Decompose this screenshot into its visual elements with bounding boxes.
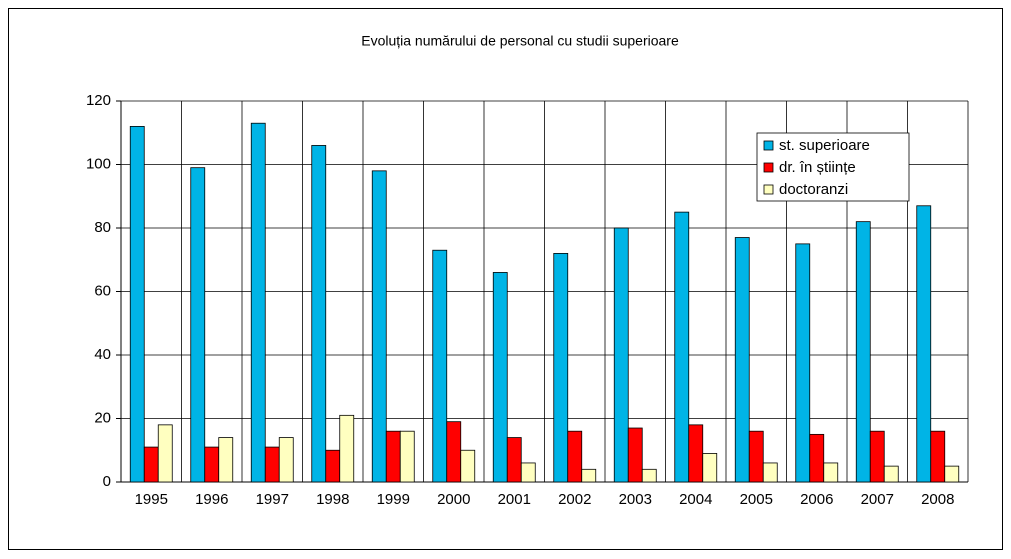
y-tick-label: 80 (94, 219, 111, 236)
chart-title: Evoluția numărului de personal cu studii… (361, 33, 679, 49)
bar (553, 252, 569, 483)
bar (688, 424, 704, 483)
bar (143, 446, 159, 483)
legend-swatch (763, 162, 774, 173)
x-tick-label: 2006 (800, 491, 833, 508)
bar (762, 462, 778, 483)
bar (734, 237, 750, 483)
bar (567, 430, 583, 483)
x-tick-label: 2005 (740, 491, 773, 508)
x-tick-label: 2002 (558, 491, 591, 508)
bar (748, 430, 764, 483)
legend-box (756, 132, 910, 202)
x-tick-label: 1999 (377, 491, 410, 508)
bar (702, 453, 718, 483)
x-tick-label: 1996 (195, 491, 228, 508)
x-tick-label: 2004 (679, 491, 712, 508)
legend-label: dr. în științe (779, 159, 856, 176)
bar (869, 430, 885, 483)
bar (809, 433, 825, 483)
legend-swatch (763, 184, 774, 195)
bar (371, 170, 387, 483)
x-tick-label: 1995 (135, 491, 168, 508)
x-tick-label: 1998 (316, 491, 349, 508)
bar (190, 167, 206, 483)
bar (446, 421, 462, 483)
y-tick-label: 40 (94, 346, 111, 363)
bar (916, 205, 932, 483)
x-tick-label: 2007 (861, 491, 894, 508)
bar (823, 462, 839, 483)
bar (278, 437, 294, 483)
bar (218, 437, 234, 483)
bar (204, 446, 220, 483)
bar (641, 468, 657, 483)
bar (339, 414, 355, 483)
bar (399, 430, 415, 483)
legend-label: st. superioare (779, 137, 870, 154)
bar (432, 249, 448, 483)
bar (613, 227, 629, 483)
bar (581, 468, 597, 483)
bar (795, 243, 811, 483)
x-tick-label: 2000 (437, 491, 470, 508)
x-tick-label: 2008 (921, 491, 954, 508)
x-tick-label: 2001 (498, 491, 531, 508)
y-tick-label: 100 (86, 155, 111, 172)
bar (129, 126, 145, 483)
bar (944, 465, 960, 483)
bar (674, 211, 690, 483)
bar (385, 430, 401, 483)
y-tick-label: 60 (94, 282, 111, 299)
x-tick-label: 2003 (619, 491, 652, 508)
bar (311, 145, 327, 483)
y-tick-label: 20 (94, 409, 111, 426)
bar (157, 424, 173, 483)
bar (520, 462, 536, 483)
bar (250, 122, 266, 483)
x-tick-label: 1997 (256, 491, 289, 508)
y-tick-label: 120 (86, 92, 111, 109)
y-tick-label: 0 (103, 473, 111, 490)
bar (855, 221, 871, 483)
bar (460, 449, 476, 483)
bar (883, 465, 899, 483)
legend-label: doctoranzi (779, 181, 848, 198)
bar (627, 427, 643, 483)
bar (930, 430, 946, 483)
bar (325, 449, 341, 483)
bar (264, 446, 280, 483)
legend-swatch (763, 140, 774, 151)
bar (492, 272, 508, 483)
bar (506, 437, 522, 483)
